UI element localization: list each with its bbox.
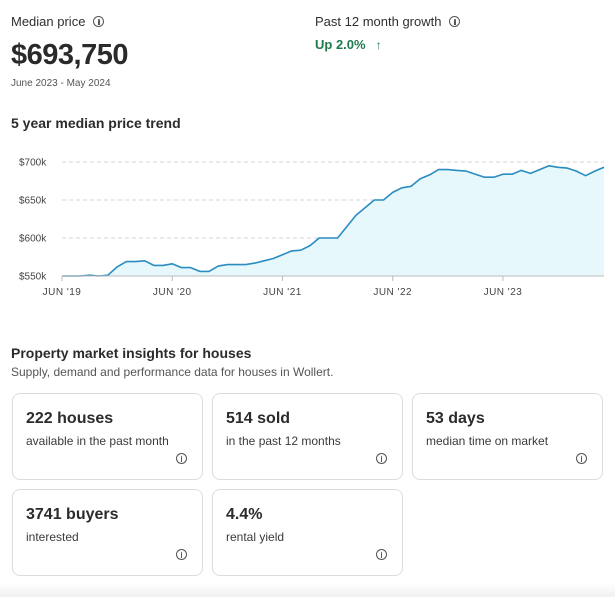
insight-card-days-on-market: 53 days median time on market	[412, 393, 603, 480]
median-price-period: June 2023 - May 2024	[11, 78, 111, 89]
info-icon[interactable]	[449, 16, 461, 27]
insight-card-sold: 514 sold in the past 12 months	[212, 393, 403, 480]
insight-card-buyers: 3741 buyers interested	[12, 489, 203, 576]
insights-subtitle: Supply, demand and performance data for …	[11, 365, 334, 379]
card-subtitle: rental yield	[226, 530, 285, 544]
card-value: 53 days	[426, 410, 485, 427]
info-icon[interactable]	[576, 453, 587, 464]
card-value: 514 sold	[226, 410, 291, 427]
x-tick-label: JUN '21	[263, 287, 302, 298]
x-tick-label: JUN '23	[484, 287, 523, 298]
growth-stat: Past 12 month growth Up 2.0% ↑	[315, 14, 461, 52]
card-subtitle: available in the past month	[26, 434, 169, 448]
median-price-label-row: Median price	[11, 14, 128, 29]
info-icon[interactable]	[376, 453, 387, 464]
growth-label: Past 12 month growth	[315, 14, 442, 29]
price-line	[62, 164, 605, 277]
info-icon[interactable]	[176, 549, 187, 560]
x-tick-label: JUN '22	[373, 287, 412, 298]
price-trend-chart: $550k $600k $650k $700k JUN '19 JUN '20 JUN '2…	[19, 158, 605, 298]
trend-title: 5 year median price trend	[11, 115, 181, 131]
info-icon[interactable]	[176, 453, 187, 464]
info-icon[interactable]	[376, 549, 387, 560]
card-subtitle: in the past 12 months	[226, 434, 341, 448]
x-tick-label: JUN '19	[43, 287, 82, 298]
insights-title: Property market insights for houses	[11, 345, 252, 361]
y-tick-label: $550k	[19, 272, 47, 283]
growth-value-row: Up 2.0% ↑	[315, 37, 460, 52]
y-tick-label: $600k	[19, 234, 47, 245]
info-icon[interactable]	[93, 16, 105, 27]
card-subtitle: interested	[26, 530, 79, 544]
median-price-stat: Median price $693,750 June 2023 - May 20…	[11, 14, 128, 89]
y-tick-label: $700k	[19, 158, 47, 169]
card-value: 222 houses	[26, 410, 114, 427]
x-tick-label: JUN '20	[153, 287, 192, 298]
bottom-fade	[0, 583, 615, 597]
median-price-value: $693,750	[11, 39, 128, 71]
y-tick-label: $650k	[19, 196, 47, 207]
arrow-up-icon: ↑	[375, 37, 382, 52]
card-subtitle: median time on market	[426, 434, 549, 448]
growth-value: Up 2.0%	[315, 37, 366, 52]
insight-card-rental-yield: 4.4% rental yield	[212, 489, 403, 576]
median-price-label: Median price	[11, 14, 86, 29]
card-value: 3741 buyers	[26, 506, 119, 523]
growth-label-row: Past 12 month growth	[315, 14, 461, 29]
card-value: 4.4%	[226, 506, 263, 523]
price-area-fill	[62, 165, 604, 276]
insight-card-listings: 222 houses available in the past month	[12, 393, 203, 480]
